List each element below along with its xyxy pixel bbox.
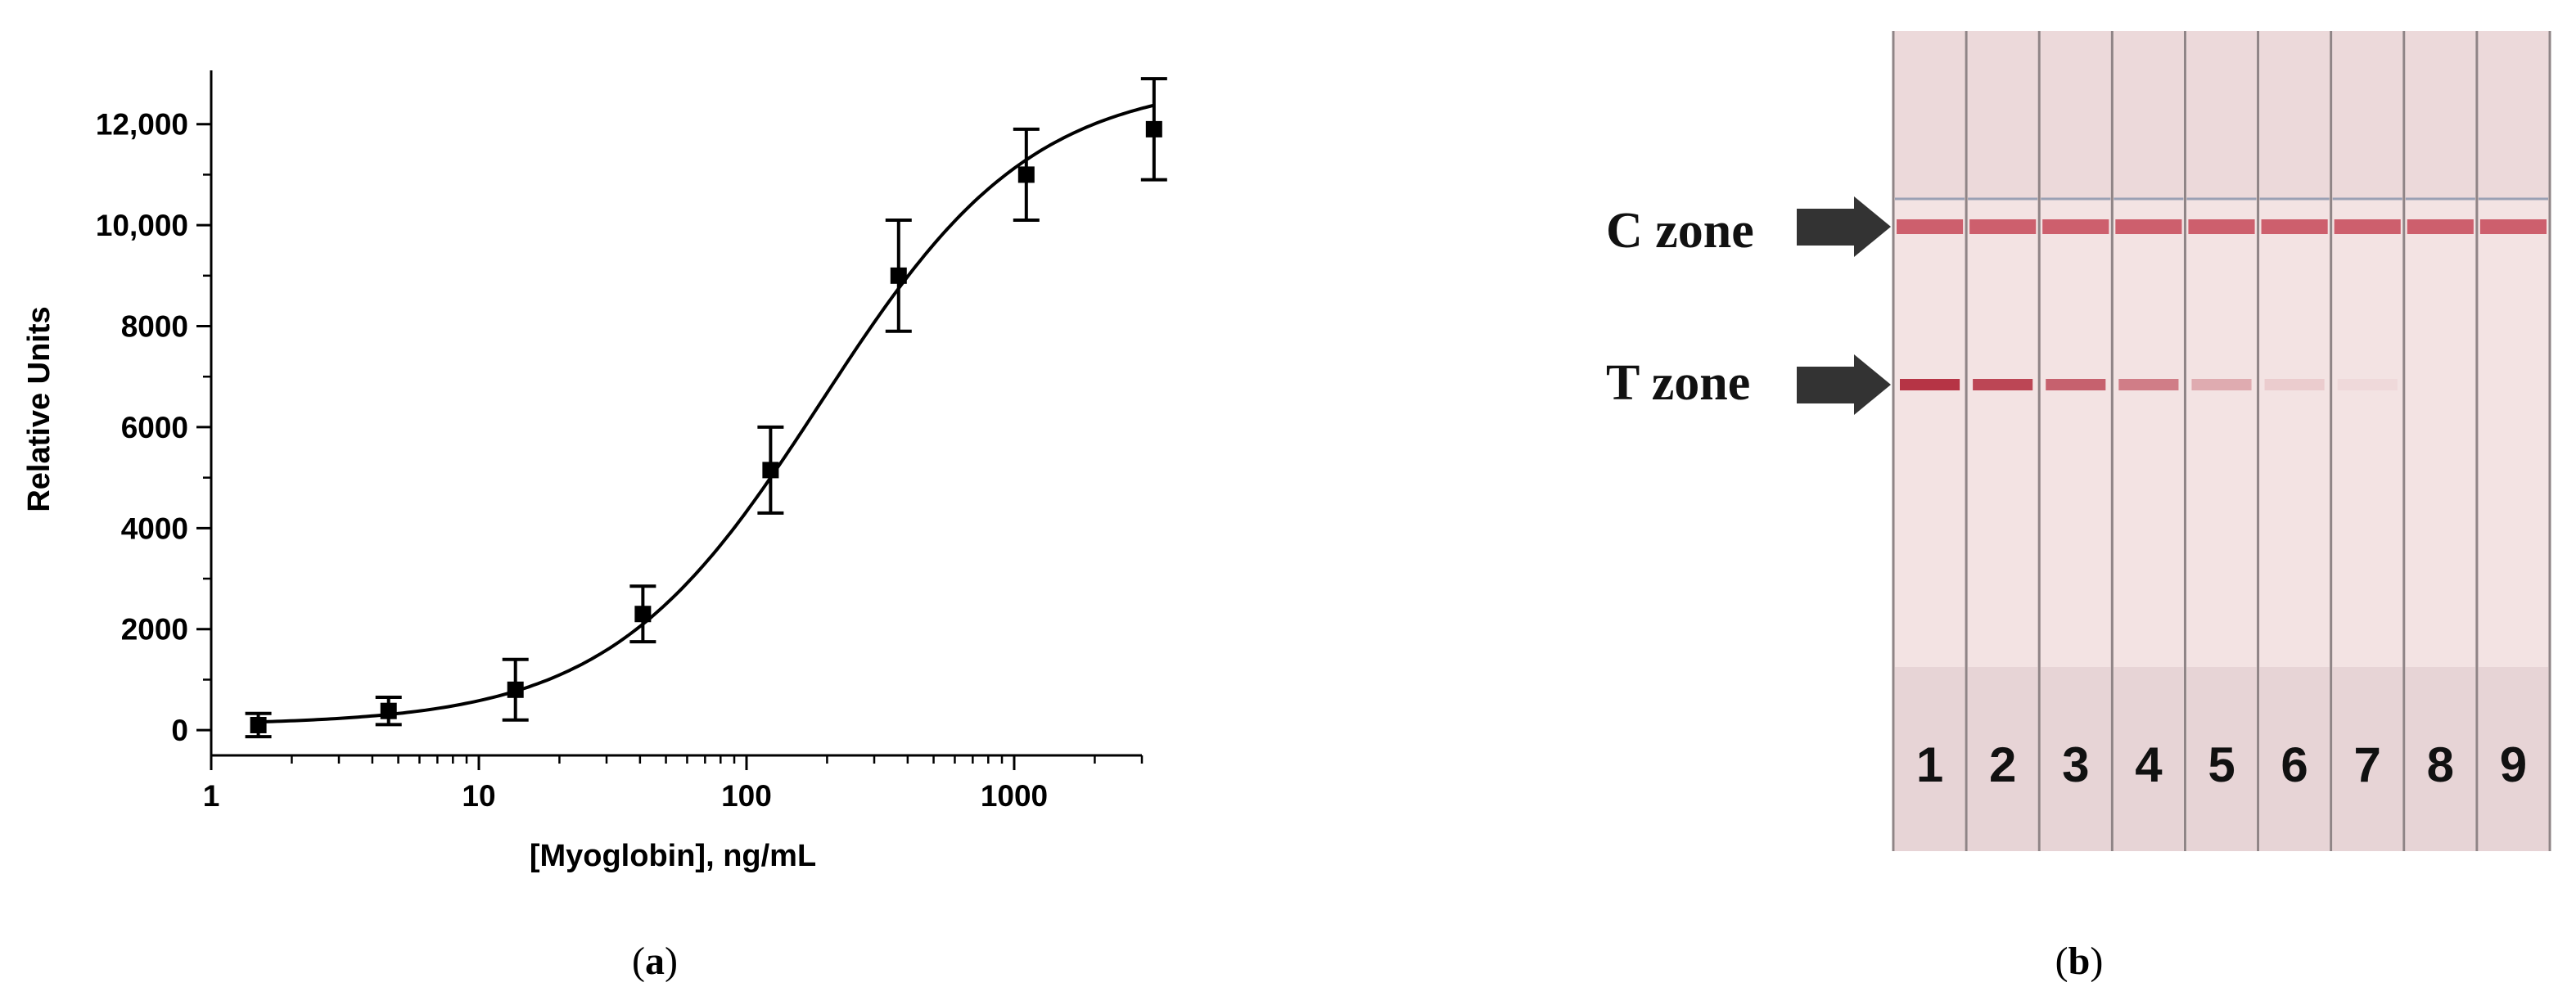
sample-pad [1895, 31, 1965, 199]
y-axis-label: Relative Units [22, 306, 56, 512]
strip-number: 2 [1989, 737, 2016, 792]
y-tick-label: 10,000 [96, 209, 188, 242]
sample-pad [2332, 31, 2402, 199]
test-strip: 8 [2402, 31, 2475, 851]
absorbent-pad [2114, 667, 2184, 851]
y-tick-label: 6000 [121, 411, 188, 444]
strip-number: 6 [2281, 737, 2308, 792]
sample-pad [1968, 31, 2038, 199]
sample-pad [2478, 31, 2548, 199]
strip-number: 7 [2354, 737, 2381, 792]
x-tick-label: 100 [721, 779, 772, 813]
data-point [507, 681, 524, 698]
data-point [1145, 120, 1162, 137]
test-strip: 6 [2257, 31, 2330, 851]
x-tick-label: 10 [462, 779, 495, 813]
sample-pad [2259, 31, 2330, 199]
y-tick-label: 2000 [121, 613, 188, 647]
test-line [1900, 379, 1960, 390]
absorbent-pad [1968, 667, 2038, 851]
control-line [1969, 219, 2037, 234]
absorbent-pad [2332, 667, 2402, 851]
data-point [250, 716, 267, 733]
c-zone-arrow-icon [1797, 196, 1891, 257]
data-point [634, 606, 652, 623]
test-line [1973, 379, 2033, 390]
y-tick-label: 12,000 [96, 108, 188, 142]
t-zone-label: T zone [1606, 355, 1750, 411]
caption-b-letter: b [2068, 940, 2091, 983]
data-point [1017, 166, 1035, 183]
strip-number: 5 [2208, 737, 2235, 792]
absorbent-pad [2405, 667, 2475, 851]
absorbent-pad [2478, 667, 2548, 851]
test-line [2191, 379, 2252, 390]
data-point [762, 462, 779, 479]
test-strip: 9 [2475, 31, 2548, 851]
test-line [2264, 379, 2325, 390]
absorbent-pad [1895, 667, 1965, 851]
sample-pad [2186, 31, 2257, 199]
control-line [1897, 219, 1964, 234]
strip-number: 4 [2135, 737, 2163, 792]
y-tick-label: 4000 [121, 512, 188, 545]
x-tick-label: 1000 [981, 779, 1048, 813]
control-line [2188, 219, 2255, 234]
strip-number: 8 [2427, 737, 2454, 792]
y-tick-label: 0 [171, 714, 188, 747]
sample-pad [2405, 31, 2475, 199]
control-line [2407, 219, 2474, 234]
test-strip: 3 [2037, 31, 2111, 851]
strip-number: 1 [1916, 737, 1943, 792]
test-strip: 5 [2183, 31, 2257, 851]
t-zone-arrow-icon [1797, 354, 1891, 415]
control-line [2261, 219, 2328, 234]
sample-pad [2114, 31, 2184, 199]
fit-curve [254, 103, 1155, 724]
strip-number: 3 [2062, 737, 2089, 792]
x-axis-label: [Myoglobin], ng/mL [530, 839, 816, 873]
c-zone-label: C zone [1606, 203, 1754, 259]
caption-b: (b) [2055, 940, 2104, 983]
control-line [2334, 219, 2401, 234]
plot-area: 0 2000 4000 6000 8000 10,000 12,000 1 10 100 1000 [96, 70, 1167, 813]
test-line [2046, 379, 2106, 390]
y-tick-label: 8000 [121, 310, 188, 344]
test-strip: 2 [1965, 31, 2038, 851]
test-line [2337, 379, 2398, 390]
caption-a-letter: a [645, 940, 665, 983]
absorbent-pad [2186, 667, 2257, 851]
data-point [380, 702, 397, 719]
test-strip: 4 [2110, 31, 2184, 851]
sample-pad [2041, 31, 2111, 199]
data-point [890, 267, 907, 284]
x-tick-label: 1 [203, 779, 220, 813]
test-strip: 1 [1892, 31, 1965, 851]
test-strip: 7 [2330, 31, 2402, 851]
control-line [2479, 219, 2547, 234]
control-line [2042, 219, 2109, 234]
caption-a: (a) [632, 940, 678, 983]
test-line [2118, 379, 2179, 390]
control-line [2115, 219, 2182, 234]
absorbent-pad [2041, 667, 2111, 851]
strip-number: 9 [2500, 737, 2527, 792]
absorbent-pad [2259, 667, 2330, 851]
